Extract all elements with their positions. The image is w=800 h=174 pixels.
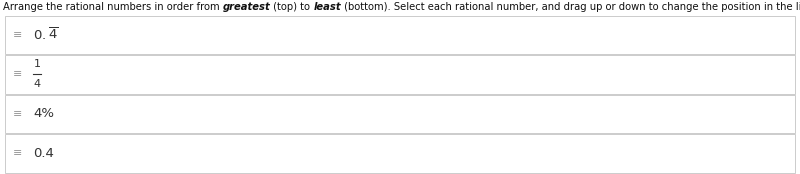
- Text: $0.\overline{4}$: $0.\overline{4}$: [33, 27, 58, 43]
- Bar: [5, 94, 795, 133]
- Text: ≡: ≡: [14, 109, 22, 119]
- Text: ≡: ≡: [14, 30, 22, 40]
- Text: (top) to: (top) to: [270, 2, 314, 13]
- Bar: [5, 134, 795, 172]
- Text: 4%: 4%: [33, 107, 54, 120]
- Text: 1: 1: [34, 59, 41, 69]
- Text: 4: 4: [34, 79, 41, 89]
- Text: ≡: ≡: [14, 69, 22, 79]
- Bar: [5, 55, 795, 93]
- Text: 0.4: 0.4: [33, 147, 54, 160]
- Text: (bottom). Select each rational number, and drag up or down to change the positio: (bottom). Select each rational number, a…: [342, 2, 800, 13]
- Text: least: least: [314, 2, 342, 13]
- Text: ≡: ≡: [14, 148, 22, 158]
- Text: greatest: greatest: [222, 2, 270, 13]
- Text: Arrange the rational numbers in order from: Arrange the rational numbers in order fr…: [3, 2, 222, 13]
- Bar: [5, 15, 795, 54]
